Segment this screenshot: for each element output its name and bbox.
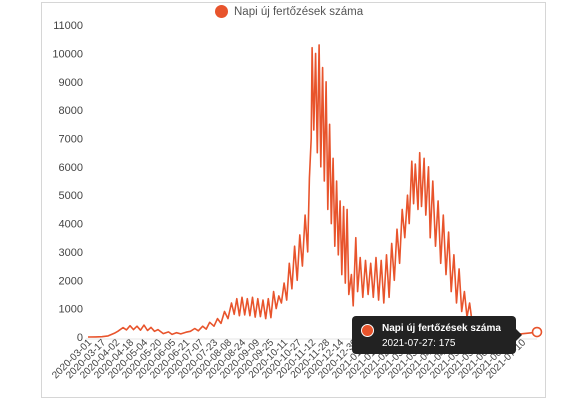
y-tick-label: 2000 — [59, 275, 83, 287]
y-tick-label: 6000 — [59, 162, 83, 174]
chart-legend[interactable]: Napi új fertőzések száma — [215, 5, 363, 18]
y-tick-label: 8000 — [59, 105, 83, 117]
legend-label: Napi új fertőzések száma — [234, 5, 364, 18]
series-line — [87, 44, 538, 338]
y-tick-label: 4000 — [59, 219, 83, 231]
y-tick-label: 5000 — [59, 190, 83, 202]
y-tick-label: 11000 — [53, 20, 83, 32]
y-tick-label: 1000 — [59, 304, 83, 316]
y-tick-label: 7000 — [59, 133, 83, 145]
hover-point — [531, 326, 543, 338]
tooltip-marker — [361, 324, 374, 337]
chart-tooltip: Napi új fertőzések száma 2021-07-27: 175 — [352, 316, 522, 354]
y-tick-label: 10000 — [52, 48, 83, 60]
y-tick-label: 0 — [77, 332, 83, 344]
y-tick-label: 3000 — [59, 247, 83, 259]
tooltip-title: Napi új fertőzések száma — [382, 323, 501, 334]
y-tick-label: 9000 — [59, 77, 83, 89]
tooltip-value: 2021-07-27: 175 — [382, 338, 456, 349]
legend-marker — [215, 5, 228, 18]
